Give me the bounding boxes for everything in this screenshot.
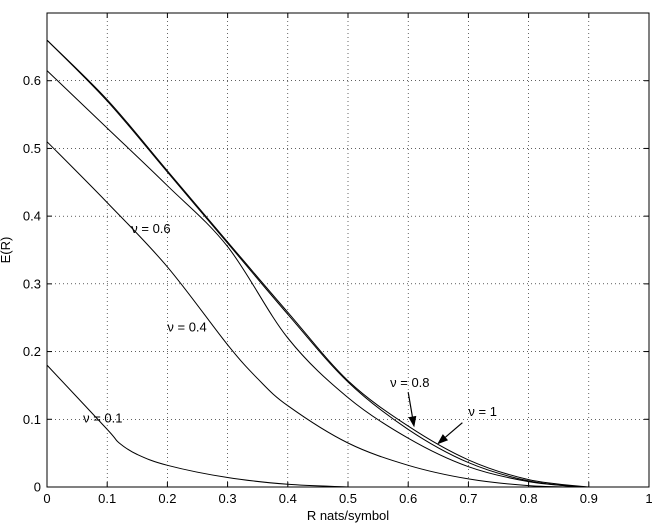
x-tick-label: 0	[43, 491, 50, 506]
arrows	[407, 392, 463, 445]
x-tick-label: 0.5	[339, 491, 357, 506]
series-line-nu-0-1	[46, 364, 349, 488]
series-line-nu-0-6	[46, 70, 583, 488]
y-tick-label: 0.4	[23, 209, 41, 224]
x-tick-label: 0.3	[219, 491, 237, 506]
y-tick-label: 0	[34, 480, 41, 495]
series-annotation: ν = 1	[468, 404, 497, 419]
annotation-arrow	[407, 392, 413, 417]
x-tick-label: 0.7	[459, 491, 477, 506]
y-tick-label: 0.1	[23, 412, 41, 427]
grid	[47, 13, 649, 487]
series-annotation: ν = 0.6	[131, 221, 170, 236]
x-tick-label: 0.6	[399, 491, 417, 506]
x-tick-labels: 0 0.1 0.2 0.3 0.4 0.5 0.6 0.7 0.8 0.9 1	[43, 491, 652, 506]
x-tick-label: 0.9	[580, 491, 598, 506]
annotations: ν = 0.1 ν = 0.4 ν = 0.6 ν = 0.8 ν = 1	[83, 221, 497, 426]
annotation-arrow-head	[408, 415, 417, 428]
plot-frame	[46, 12, 650, 488]
x-tick-label: 0.8	[520, 491, 538, 506]
x-tick-label: 0.1	[98, 491, 116, 506]
y-tick-label: 0.2	[23, 344, 41, 359]
x-tick-label: 1	[645, 491, 652, 506]
ticks	[46, 13, 650, 488]
annotation-arrow-head	[437, 434, 449, 445]
series-annotation: ν = 0.8	[390, 375, 429, 390]
series-annotation: ν = 0.1	[83, 411, 122, 426]
x-tick-label: 0.4	[279, 491, 297, 506]
series-line-nu-1	[46, 39, 589, 488]
y-tick-labels: 0 0.1 0.2 0.3 0.4 0.5 0.6	[23, 73, 41, 494]
y-tick-label: 0.6	[23, 73, 41, 88]
series-line-nu-0-4	[46, 141, 577, 488]
series-annotation: ν = 0.4	[167, 319, 206, 334]
y-axis-label: E(R)	[0, 237, 13, 264]
series-line-nu-0-8	[46, 39, 583, 488]
curves	[46, 39, 589, 488]
y-tick-label: 0.5	[23, 141, 41, 156]
annotation-arrow	[445, 422, 463, 438]
x-axis-label: R nats/symbol	[307, 508, 389, 523]
y-tick-label: 0.3	[23, 276, 41, 291]
x-tick-label: 0.2	[158, 491, 176, 506]
